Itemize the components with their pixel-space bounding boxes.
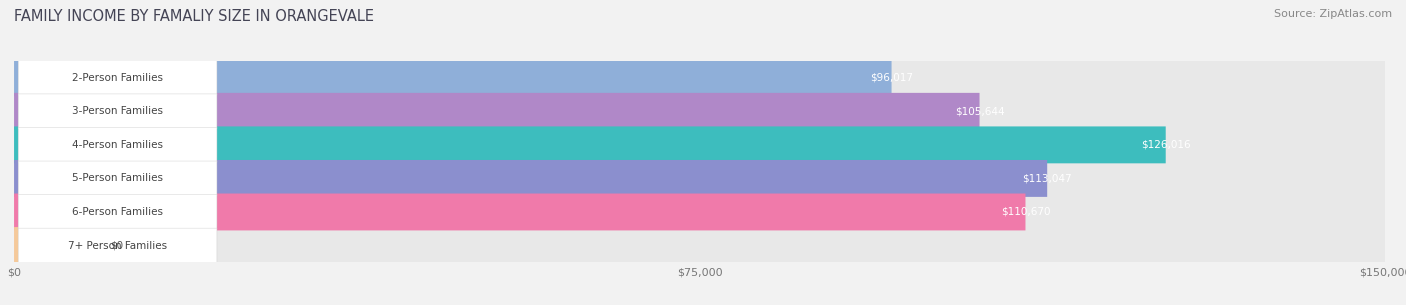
FancyBboxPatch shape <box>18 60 217 95</box>
Text: 2-Person Families: 2-Person Families <box>72 73 163 83</box>
Text: $126,016: $126,016 <box>1140 140 1191 150</box>
FancyBboxPatch shape <box>18 195 217 229</box>
FancyBboxPatch shape <box>18 228 217 263</box>
Text: 5-Person Families: 5-Person Families <box>72 174 163 183</box>
FancyBboxPatch shape <box>14 154 1385 203</box>
FancyBboxPatch shape <box>14 54 1385 102</box>
FancyBboxPatch shape <box>18 94 217 129</box>
Text: $110,670: $110,670 <box>1001 207 1050 217</box>
FancyBboxPatch shape <box>18 127 217 162</box>
Text: 7+ Person Families: 7+ Person Families <box>67 241 167 250</box>
Text: $105,644: $105,644 <box>955 106 1004 116</box>
FancyBboxPatch shape <box>18 161 217 196</box>
Text: Source: ZipAtlas.com: Source: ZipAtlas.com <box>1274 9 1392 19</box>
Text: 4-Person Families: 4-Person Families <box>72 140 163 150</box>
FancyBboxPatch shape <box>14 59 891 96</box>
FancyBboxPatch shape <box>14 188 1385 236</box>
FancyBboxPatch shape <box>14 93 980 130</box>
Text: $96,017: $96,017 <box>870 73 912 83</box>
FancyBboxPatch shape <box>14 221 1385 270</box>
Text: $0: $0 <box>110 241 124 250</box>
FancyBboxPatch shape <box>14 127 1166 163</box>
FancyBboxPatch shape <box>14 160 1047 197</box>
FancyBboxPatch shape <box>14 194 1025 231</box>
FancyBboxPatch shape <box>14 227 96 264</box>
Text: 6-Person Families: 6-Person Families <box>72 207 163 217</box>
FancyBboxPatch shape <box>14 121 1385 169</box>
FancyBboxPatch shape <box>14 87 1385 135</box>
Text: $113,047: $113,047 <box>1022 174 1071 183</box>
Text: FAMILY INCOME BY FAMALIY SIZE IN ORANGEVALE: FAMILY INCOME BY FAMALIY SIZE IN ORANGEV… <box>14 9 374 24</box>
Text: 3-Person Families: 3-Person Families <box>72 106 163 116</box>
